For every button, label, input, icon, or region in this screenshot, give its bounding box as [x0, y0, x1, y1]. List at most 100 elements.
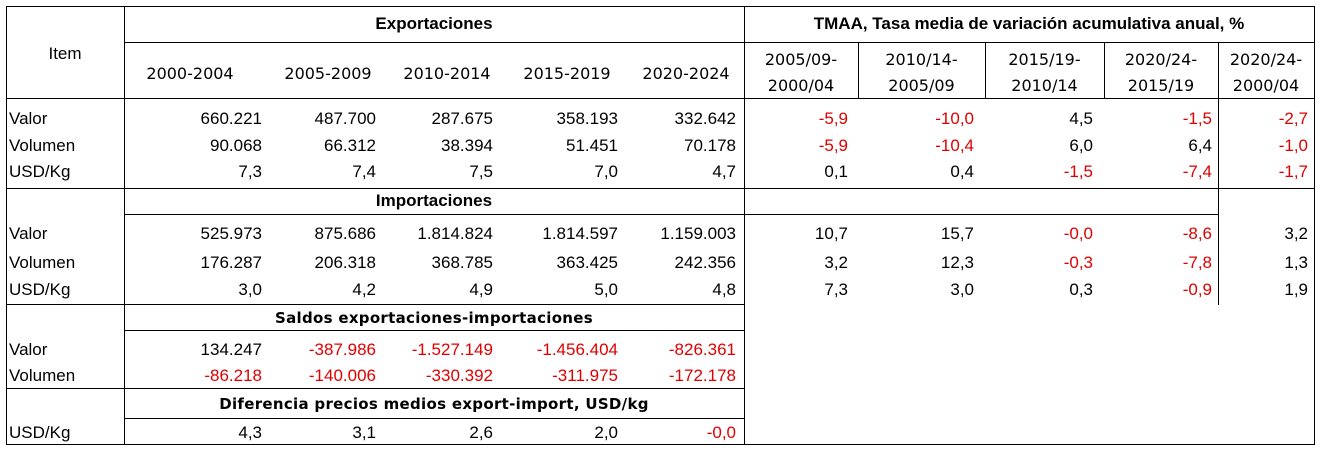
grid-line — [6, 444, 1315, 445]
value-cell: -140.006 — [266, 366, 376, 386]
value-cell: -86.218 — [152, 366, 262, 386]
value-cell: 176.287 — [152, 253, 262, 273]
grid-line — [6, 98, 1315, 99]
grid-line — [744, 214, 1219, 215]
value-cell: 660.221 — [152, 109, 262, 129]
tmaa-cell: 6,4 — [1122, 136, 1212, 156]
value-cell: -826.361 — [626, 340, 736, 360]
tmaa-cell: 1,3 — [1218, 253, 1308, 273]
value-cell: 7,4 — [266, 162, 376, 182]
tmaa-cell: 1,9 — [1218, 280, 1308, 300]
row-label: USD/Kg — [9, 162, 119, 182]
period-header: 2015-2019 — [507, 64, 627, 84]
grid-line — [6, 304, 745, 305]
value-cell: 287.675 — [383, 109, 493, 129]
saldos-header: Saldos exportaciones-importaciones — [124, 308, 744, 328]
value-cell: 4,3 — [152, 423, 262, 443]
value-cell: 1.814.824 — [383, 224, 493, 244]
tmaa-cell: 0,4 — [884, 162, 974, 182]
value-cell: 2,6 — [383, 423, 493, 443]
tmaa-cell: -10,4 — [884, 136, 974, 156]
value-cell: 206.318 — [266, 253, 376, 273]
tmaa-cell: 3,0 — [884, 280, 974, 300]
value-cell: 51.451 — [508, 136, 618, 156]
value-cell: 242.356 — [626, 253, 736, 273]
value-cell: 4,9 — [383, 280, 493, 300]
grid-line — [6, 6, 1315, 7]
period-header: 2010-2014 — [387, 64, 507, 84]
exportaciones-header: Exportaciones — [124, 14, 744, 34]
tmaa-cell: 12,3 — [884, 253, 974, 273]
grid-line — [124, 330, 745, 331]
value-cell: 4,8 — [626, 280, 736, 300]
tmaa-cell: -0,0 — [1003, 224, 1093, 244]
item-header: Item — [6, 44, 124, 64]
period-header: 2000-2004 — [130, 64, 250, 84]
value-cell: 7,5 — [383, 162, 493, 182]
tmaa-col-header: 2020/24- — [1104, 50, 1218, 70]
tmaa-col-header: 2015/19 — [1104, 76, 1218, 96]
row-label: Volumen — [9, 253, 119, 273]
tmaa-cell: 7,3 — [758, 280, 848, 300]
grid-line — [124, 214, 745, 215]
value-cell: 4,2 — [266, 280, 376, 300]
value-cell: -330.392 — [383, 366, 493, 386]
value-cell: 5,0 — [508, 280, 618, 300]
period-header: 2020-2024 — [626, 64, 746, 84]
tmaa-cell: -5,9 — [758, 109, 848, 129]
value-cell: 875.686 — [266, 224, 376, 244]
period-header: 2005-2009 — [268, 64, 388, 84]
tmaa-col-header: 2015/19- — [985, 50, 1104, 70]
value-cell: 363.425 — [508, 253, 618, 273]
tmaa-col-header: 2005/09 — [858, 76, 985, 96]
value-cell: 487.700 — [266, 109, 376, 129]
tmaa-cell: 10,7 — [758, 224, 848, 244]
row-label: USD/Kg — [9, 280, 119, 300]
value-cell: 368.785 — [383, 253, 493, 273]
value-cell: -1.527.149 — [383, 340, 493, 360]
value-cell: 4,7 — [626, 162, 736, 182]
grid-line — [6, 388, 745, 389]
value-cell: 38.394 — [383, 136, 493, 156]
value-cell: -311.975 — [508, 366, 618, 386]
tmaa-cell: -0,3 — [1003, 253, 1093, 273]
value-cell: 3,0 — [152, 280, 262, 300]
value-cell: -172.178 — [626, 366, 736, 386]
value-cell: 332.642 — [626, 109, 736, 129]
grid-line — [6, 6, 7, 445]
tmaa-col-header: 2000/04 — [744, 76, 858, 96]
value-cell: 90.068 — [152, 136, 262, 156]
value-cell: 7,3 — [152, 162, 262, 182]
row-label: Volumen — [9, 366, 119, 386]
tmaa-col-header: 2005/09- — [744, 50, 858, 70]
value-cell: -0,0 — [626, 423, 736, 443]
value-cell: 358.193 — [508, 109, 618, 129]
tmaa-cell: 3,2 — [758, 253, 848, 273]
tmaa-cell: -10,0 — [884, 109, 974, 129]
tmaa-cell: 0,3 — [1003, 280, 1093, 300]
tmaa-cell: -1,7 — [1218, 162, 1308, 182]
value-cell: 3,1 — [266, 423, 376, 443]
tmaa-cell: -1,5 — [1003, 162, 1093, 182]
grid-line — [1314, 6, 1315, 445]
row-label: Volumen — [9, 136, 119, 156]
value-cell: 525.973 — [152, 224, 262, 244]
tmaa-cell: -2,7 — [1218, 109, 1308, 129]
value-cell: -387.986 — [266, 340, 376, 360]
tmaa-cell: 4,5 — [1003, 109, 1093, 129]
tmaa-cell: -1,0 — [1218, 136, 1308, 156]
row-label: Valor — [9, 340, 119, 360]
value-cell: -1.456.404 — [508, 340, 618, 360]
tmaa-col-header: 2000/04 — [1218, 76, 1314, 96]
tmaa-col-header: 2010/14 — [985, 76, 1104, 96]
diferencia-header: Diferencia precios medios export-import,… — [124, 394, 744, 414]
tmaa-cell: 3,2 — [1218, 224, 1308, 244]
grid-line — [124, 42, 1315, 43]
tmaa-col-header: 2020/24- — [1218, 50, 1314, 70]
grid-line — [6, 188, 1315, 189]
tmaa-cell: 15,7 — [884, 224, 974, 244]
row-label: USD/Kg — [9, 423, 119, 443]
value-cell: 1.814.597 — [508, 224, 618, 244]
row-label: Valor — [9, 224, 119, 244]
tmaa-col-header: 2010/14- — [858, 50, 985, 70]
